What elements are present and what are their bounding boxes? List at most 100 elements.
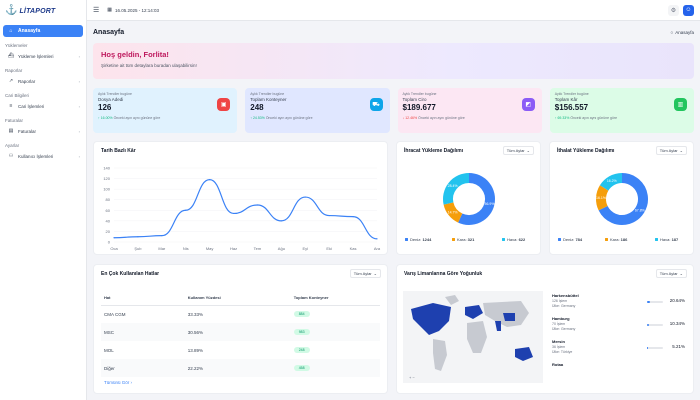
sidebar-item-users[interactable]: ⚇ Kullanıcı İşlemleri › bbox=[0, 150, 86, 162]
port-country: Ülke: Germany bbox=[552, 327, 576, 331]
cell-pct: 30.56% bbox=[184, 323, 291, 341]
breadcrumb[interactable]: ○ Anasayfa bbox=[671, 30, 694, 35]
stat-card-profit: Aylık Trendler bugüne Toplam Kâr $156.55… bbox=[549, 88, 694, 133]
stat-card-containers: Aylık Trendler bugüne Toplam Konteyner 2… bbox=[245, 88, 390, 133]
legend-value: 622 bbox=[519, 237, 526, 242]
port-progress-bar bbox=[647, 324, 663, 326]
table-row[interactable]: CMA CGM 33.33% 884 bbox=[101, 305, 380, 323]
data-point bbox=[113, 237, 115, 239]
legend-swatch bbox=[405, 238, 408, 241]
month-filter-select[interactable]: Tüm Aylar ⌄ bbox=[655, 146, 687, 155]
sidebar-item-label: Yükleme İşlemleri bbox=[18, 53, 54, 59]
filter-label: Tüm Aylar bbox=[659, 148, 678, 153]
map-zoom-control: + − bbox=[409, 375, 415, 380]
world-map[interactable]: + − bbox=[403, 291, 543, 383]
legend-value: 784 bbox=[575, 237, 582, 242]
port-progress-bar bbox=[647, 347, 663, 349]
sidebar-item-label: Cari İşlemleri bbox=[18, 103, 45, 109]
table-row[interactable]: Diğer 22.22% 458 bbox=[101, 359, 380, 377]
brand-logo[interactable]: ⚓ LİTAPORT bbox=[0, 0, 86, 22]
x-tick-label: Tem bbox=[254, 246, 262, 251]
anchor-icon: ⚓ bbox=[5, 5, 18, 16]
sidebar-item-loading-operations[interactable]: ⛴ Yükleme İşlemleri › bbox=[0, 50, 86, 62]
donut-slice bbox=[598, 173, 648, 225]
stat-sub: Aylık Trendler bugüne bbox=[250, 92, 285, 96]
data-point bbox=[232, 212, 235, 215]
user-menu-button[interactable]: ☺ bbox=[683, 4, 694, 16]
column-header: Hat bbox=[101, 291, 185, 306]
stat-sub: Aylık Trendler bugüne bbox=[98, 92, 132, 96]
port-density-card: Varış Limanlarına Göre Yoğunluk Tüm Ayla… bbox=[396, 264, 694, 394]
legend-label: Kara: 321 bbox=[457, 237, 475, 242]
menu-toggle-icon[interactable]: ☰ bbox=[93, 7, 100, 14]
y-tick-label: 20 bbox=[106, 229, 111, 234]
port-percent: 20.64% bbox=[669, 298, 685, 303]
stat-change: ↑ 24.53% bbox=[250, 116, 265, 120]
x-tick-label: Ara bbox=[374, 246, 381, 251]
port-list-item[interactable]: Mersin 36 İşlem Ülke: Türkiye 5.21% bbox=[552, 339, 685, 359]
cell-pct: 13.89% bbox=[187, 347, 203, 353]
sidebar-item-accounts[interactable]: ≡ Cari İşlemleri › bbox=[0, 100, 86, 112]
table-row[interactable]: MSC 30.56% 983 bbox=[101, 323, 380, 341]
port-operations: 70 İşlem bbox=[552, 322, 566, 326]
chart-icon: ↗ bbox=[8, 77, 14, 84]
month-filter-select[interactable]: Tüm Aylar ⌄ bbox=[655, 269, 687, 278]
slice-percent-label: 14.7% bbox=[448, 210, 458, 214]
user-icon: ☺ bbox=[685, 7, 692, 13]
data-point bbox=[304, 196, 306, 198]
cell-hat: MSC bbox=[101, 323, 185, 341]
stat-sub: Aylık Trendler bugüne bbox=[402, 92, 437, 96]
stat-value: 248 bbox=[250, 103, 264, 112]
legend-swatch bbox=[558, 238, 561, 241]
export-donut-chart: 56.9% 14.7% 28.4% Deniz: 1244 Kara: 321 Hava:… bbox=[405, 173, 526, 242]
port-progress-fill bbox=[647, 324, 649, 326]
donut-slice bbox=[599, 173, 623, 191]
truck-icon: ⛟ bbox=[369, 98, 383, 111]
container-count-badge: 458 bbox=[293, 365, 310, 371]
cell-hat: Diğer bbox=[101, 359, 185, 377]
x-tick-label: Ağu bbox=[278, 246, 285, 251]
container-count-badge: 884 bbox=[293, 311, 310, 318]
port-list-item[interactable]: Hamburg 70 İşlem Ülke: Germany 10.34% bbox=[552, 316, 685, 336]
view-all-label: Tümünü Gör bbox=[104, 380, 130, 385]
chevron-right-icon: › bbox=[78, 53, 80, 59]
settings-button[interactable]: ⚙ bbox=[668, 4, 679, 16]
chevron-down-icon: ⌄ bbox=[679, 148, 683, 153]
page-title: Anasayfa bbox=[93, 28, 125, 36]
container-count-badge: 983 bbox=[293, 329, 310, 335]
port-percent: 5.21% bbox=[672, 344, 685, 349]
main-content: Anasayfa ○ Anasayfa Hoş geldin, Forlita!… bbox=[87, 21, 700, 400]
sidebar-item-reports[interactable]: ↗ Raporlar › bbox=[0, 75, 86, 87]
legend-swatch bbox=[452, 238, 455, 241]
y-tick-label: 0 bbox=[108, 240, 111, 245]
donut-slice bbox=[443, 173, 470, 205]
donut-slice bbox=[596, 185, 609, 211]
month-filter-select[interactable]: Tüm Aylar ⌄ bbox=[502, 146, 534, 155]
month-filter-select[interactable]: Tüm Aylar ⌄ bbox=[349, 269, 381, 278]
stat-label: Toplam Konteyner bbox=[250, 97, 287, 102]
sidebar-item-label: Anasayfa bbox=[18, 28, 41, 34]
view-all-link[interactable]: Tümünü Gör › bbox=[104, 380, 133, 385]
stat-label: Toplam Kâr bbox=[554, 97, 578, 102]
port-name: Rotaa bbox=[552, 362, 564, 367]
port-progress-fill bbox=[647, 347, 648, 349]
slice-percent-label: 16.1% bbox=[596, 196, 606, 200]
column-header: Toplam Konteyner bbox=[290, 291, 380, 306]
export-distribution-card: İhracat Yükleme Dağılımı Tüm Aylar ⌄ 56.9… bbox=[396, 141, 541, 255]
data-point bbox=[209, 179, 211, 181]
filter-label: Tüm Aylar bbox=[353, 271, 372, 276]
legend-value: 321 bbox=[468, 237, 475, 242]
table-row[interactable]: MOL 13.89% 248 bbox=[101, 341, 380, 359]
stat-sub: Aylık Trendler bugüne bbox=[554, 92, 589, 96]
port-list-item[interactable]: Rotaa bbox=[552, 362, 685, 382]
port-country: Ülke: Germany bbox=[552, 304, 576, 308]
sidebar-item-invoices[interactable]: ▤ Faturalar › bbox=[0, 125, 86, 137]
stat-note: Önceki ayın aynı gününe göre bbox=[265, 116, 313, 120]
map-north-america bbox=[411, 303, 451, 335]
legend-label: Kara: 186 bbox=[610, 237, 628, 242]
sidebar-section-title: Yüklemeler bbox=[5, 43, 28, 48]
sidebar-item-home[interactable]: ⌂ Anasayfa bbox=[3, 25, 83, 37]
slice-percent-label: 56.9% bbox=[485, 202, 495, 206]
port-list-item[interactable]: Harkensbüttel 126 İşlem Ülke: Germany 20.64… bbox=[552, 293, 685, 313]
card-title: Tarih Bazlı Kâr bbox=[101, 148, 136, 154]
